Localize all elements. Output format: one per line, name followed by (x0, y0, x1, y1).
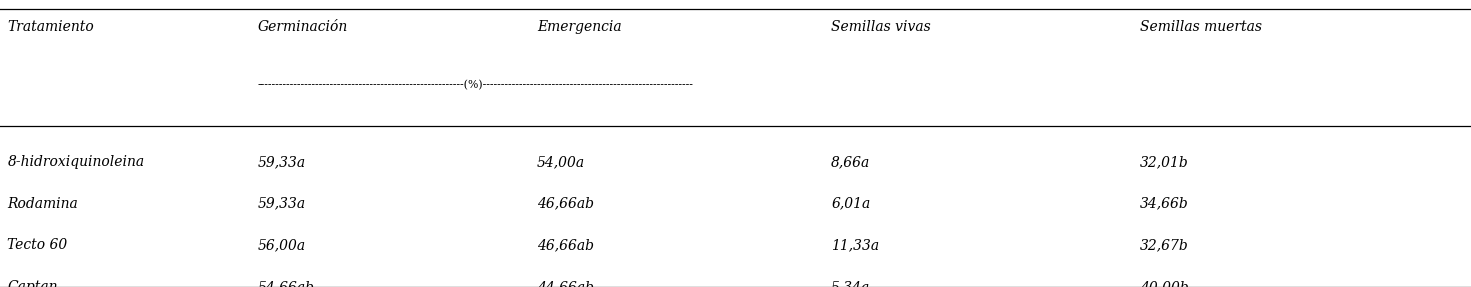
Text: 40,00b: 40,00b (1140, 280, 1189, 287)
Text: 34,66b: 34,66b (1140, 197, 1189, 211)
Text: Captan: Captan (7, 280, 57, 287)
Text: 46,66ab: 46,66ab (537, 238, 594, 252)
Text: Semillas muertas: Semillas muertas (1140, 20, 1262, 34)
Text: 32,01b: 32,01b (1140, 155, 1189, 169)
Text: 5,34a: 5,34a (831, 280, 871, 287)
Text: 54,00a: 54,00a (537, 155, 585, 169)
Text: Tecto 60: Tecto 60 (7, 238, 68, 252)
Text: 8-hidroxiquinoleina: 8-hidroxiquinoleina (7, 155, 144, 169)
Text: Semillas vivas: Semillas vivas (831, 20, 931, 34)
Text: 32,67b: 32,67b (1140, 238, 1189, 252)
Text: 59,33a: 59,33a (257, 155, 306, 169)
Text: Germinación: Germinación (257, 20, 347, 34)
Text: 56,00a: 56,00a (257, 238, 306, 252)
Text: 46,66ab: 46,66ab (537, 197, 594, 211)
Text: 6,01a: 6,01a (831, 197, 871, 211)
Text: 44,66ab: 44,66ab (537, 280, 594, 287)
Text: 54,66ab: 54,66ab (257, 280, 315, 287)
Text: Rodamina: Rodamina (7, 197, 78, 211)
Text: ---------------------------------------------------------(%)--------------------: ----------------------------------------… (257, 80, 693, 91)
Text: 59,33a: 59,33a (257, 197, 306, 211)
Text: Tratamiento: Tratamiento (7, 20, 94, 34)
Text: 11,33a: 11,33a (831, 238, 880, 252)
Text: Emergencia: Emergencia (537, 20, 622, 34)
Text: 8,66a: 8,66a (831, 155, 871, 169)
